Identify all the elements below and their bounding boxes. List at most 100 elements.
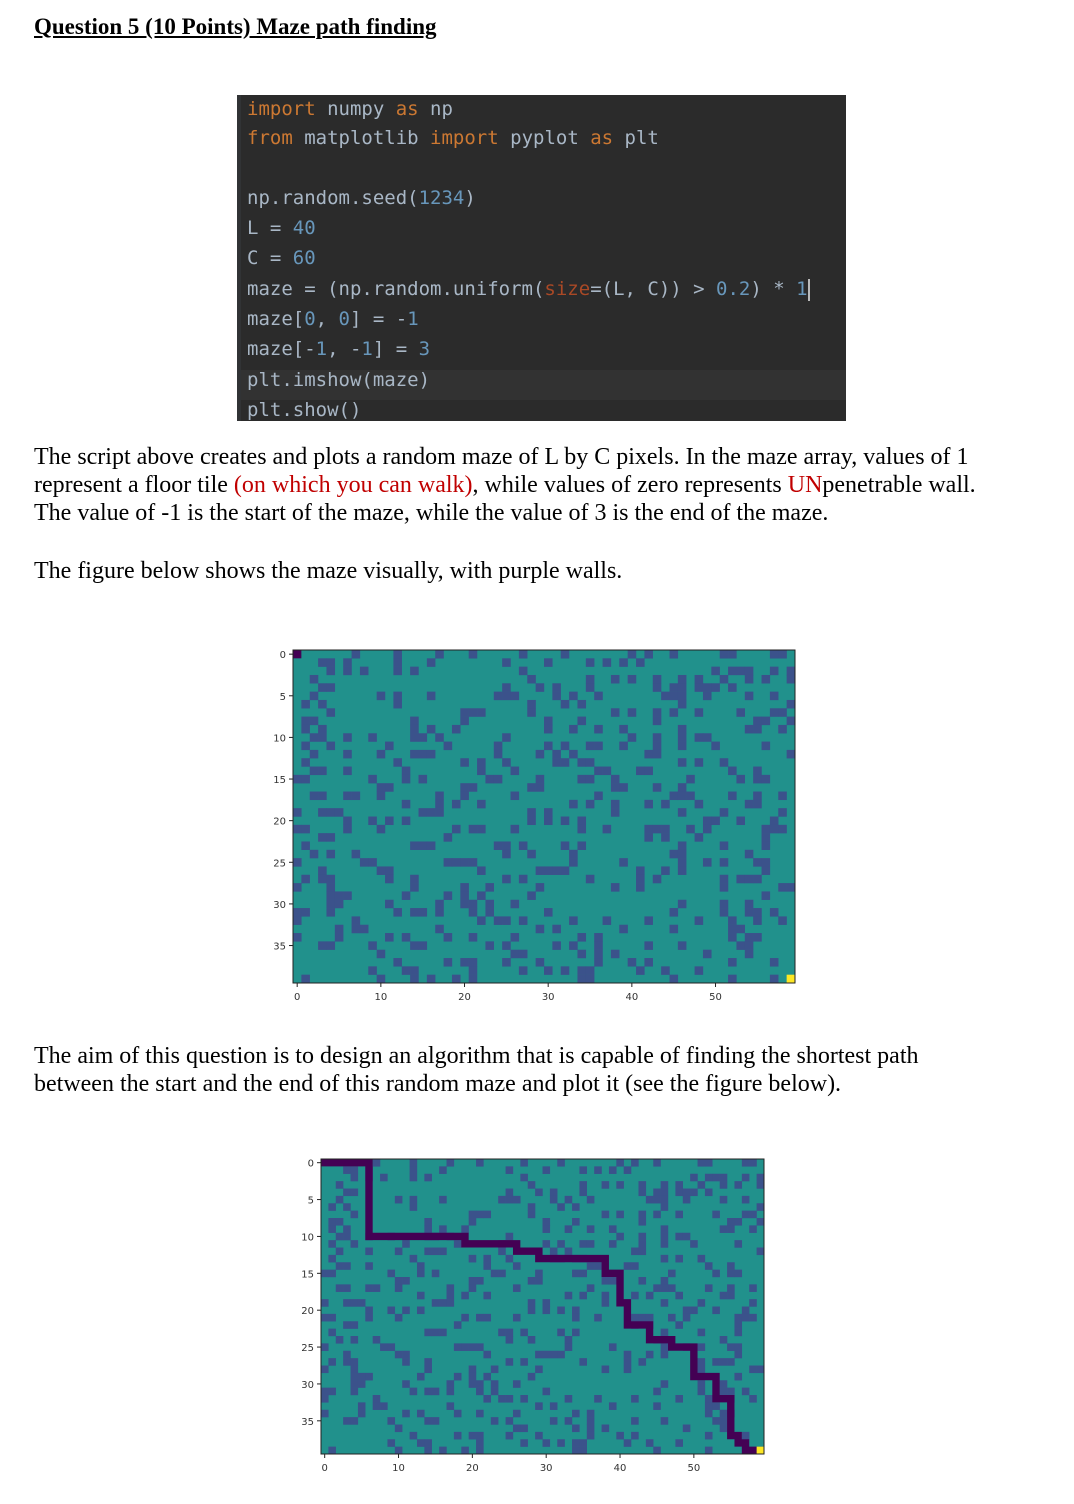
maze-wall-cell [380, 1402, 388, 1410]
maze-wall-cell [652, 741, 662, 751]
maze-wall-cell [579, 1240, 587, 1248]
maze-wall-cell [301, 741, 310, 751]
maze-wall-cell [638, 1358, 647, 1366]
maze-wall-cell [410, 966, 419, 975]
maze-wall-cell [616, 1159, 624, 1167]
maze-wall-cell [527, 708, 536, 717]
maze-wall-cell [431, 1387, 440, 1396]
maze-wall-cell [601, 1181, 610, 1189]
maze-wall-cell [608, 1402, 617, 1410]
maze-wall-cell [719, 874, 729, 884]
maze-wall-cell [761, 858, 771, 867]
maze-wall-cell [638, 1277, 647, 1285]
maze-wall-cell [410, 974, 419, 984]
maze-wall-cell [476, 1409, 484, 1418]
maze-wall-cell [502, 758, 511, 767]
maze-wall-cell [359, 666, 369, 676]
maze-wall-cell [734, 1350, 743, 1359]
maze-wall-cell [697, 1181, 706, 1189]
maze-wall-cell [579, 1291, 587, 1300]
maze-wall-cell [505, 1358, 514, 1366]
maze-wall-cell [410, 883, 419, 892]
maze-wall-cell [677, 849, 687, 859]
maze-wall-cell [490, 1365, 499, 1374]
maze-wall-cell [351, 924, 361, 934]
maze-wall-cell [468, 908, 478, 917]
maze-wall-cell [778, 883, 787, 892]
maze-wall-cell [485, 908, 494, 917]
maze-wall-cell [476, 1446, 484, 1455]
maze-wall-cell [505, 1336, 514, 1344]
maze-wall-cell [527, 1306, 536, 1315]
maze-wall-cell [552, 941, 561, 950]
maze-wall-cell [660, 1328, 669, 1337]
maze-wall-cell [431, 1269, 440, 1278]
maze-wall-cell [483, 1395, 492, 1403]
maze-wall-cell [645, 1313, 654, 1322]
maze-wall-cell [424, 1446, 432, 1455]
maze-wall-cell [682, 1424, 691, 1433]
maze-wall-cell [594, 933, 603, 942]
maze-wall-cell [734, 1181, 743, 1189]
maze-wall-cell [426, 808, 436, 817]
maze-wall-cell [741, 1387, 750, 1396]
maze-wall-cell [446, 1284, 455, 1292]
maze-wall-cell [616, 1431, 624, 1440]
maze-wall-cell [424, 1247, 432, 1256]
maze-wall-cell [756, 1365, 765, 1374]
maze-wall-cell [402, 1409, 410, 1418]
maze-wall-cell [343, 749, 352, 759]
maze-wall-cell [328, 1328, 336, 1337]
maze-wall-cell [653, 1446, 661, 1455]
maze-wall-cell [493, 841, 503, 850]
maze-wall-cell [520, 1358, 528, 1366]
maze-wall-cell [512, 1313, 521, 1322]
maze-wall-cell [572, 1269, 580, 1278]
maze-wall-cell [335, 1262, 344, 1270]
maze-wall-cell [453, 1372, 462, 1381]
maze-wall-cell [468, 1277, 477, 1285]
maze-wall-cell [505, 1232, 514, 1241]
maze-wall-cell [644, 916, 653, 925]
maze-wall-cell [359, 858, 369, 867]
maze-wall-cell [439, 1195, 447, 1204]
maze-wall-cell [669, 908, 679, 917]
maze-path-plot: 0 5 10 15 20 25 30 35 0 10 20 30 40 50 [301, 1158, 765, 1474]
maze-wall-cell [577, 774, 587, 784]
maze-wall-cell [426, 724, 436, 734]
maze-wall-cell [518, 841, 528, 850]
maze-wall-cell [544, 866, 553, 875]
maze-wall-cell [744, 941, 754, 950]
maze-wall-cell [719, 1387, 728, 1396]
maze-wall-cell [468, 824, 478, 834]
maze-wall-cell [301, 716, 310, 726]
maze-wall-cell [577, 974, 587, 984]
maze-wall-cell [734, 1240, 743, 1248]
maze-wall-cell [586, 1431, 595, 1440]
maze-end-cell [756, 1446, 764, 1454]
maze-wall-cell [477, 799, 486, 809]
maze-wall-cell [544, 724, 553, 734]
maze-wall-cell [461, 1446, 469, 1455]
maze-wall-cell [778, 724, 787, 734]
maze-wall-cell [697, 1380, 706, 1388]
maze-wall-cell [677, 724, 687, 734]
maze-wall-cell [660, 1277, 669, 1285]
maze-wall-cell [644, 650, 653, 659]
y-tick-label: 5 [308, 1196, 314, 1207]
maze-wall-cell [490, 1269, 499, 1278]
maze-wall-cell [631, 1159, 639, 1167]
maze-wall-cell [769, 816, 779, 826]
maze-wall-cell [652, 749, 662, 759]
maze-wall-cell [385, 866, 394, 875]
maze-wall-cell [321, 1313, 329, 1322]
maze-wall-cell [318, 699, 327, 709]
maze-wall-cell [385, 899, 394, 909]
maze-wall-cell [335, 1336, 344, 1344]
maze-wall-cell [756, 1181, 765, 1189]
maze-wall-cell [769, 708, 779, 717]
maze-wall-cell [677, 808, 687, 817]
y-tick-label: 0 [280, 650, 286, 661]
maze-wall-cell [372, 1402, 381, 1410]
y-tick-label: 35 [273, 942, 286, 953]
